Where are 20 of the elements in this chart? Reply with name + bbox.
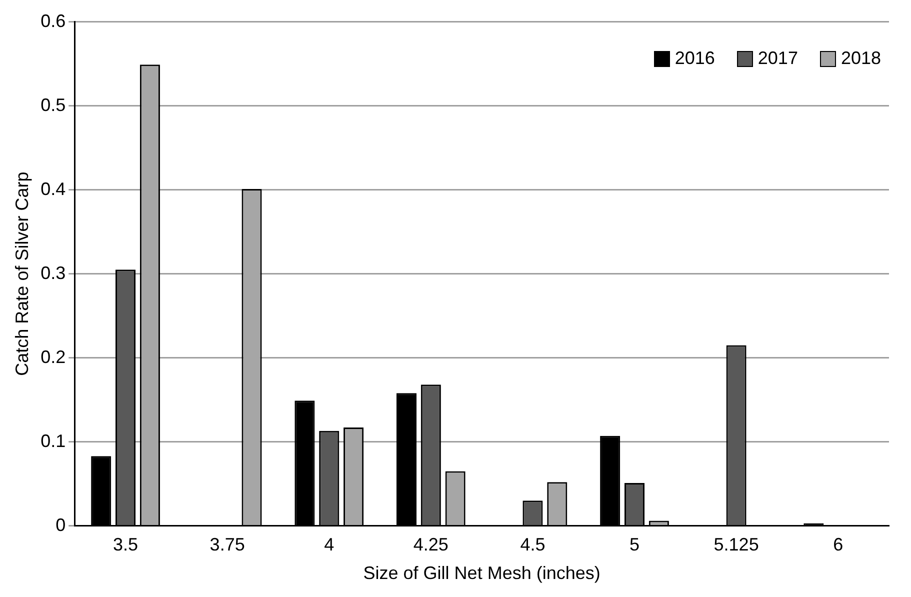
y-tick-label: 0.6 [40, 10, 66, 31]
x-tick-label: 3.5 [113, 534, 138, 555]
legend-label: 2016 [674, 48, 715, 69]
legend-label: 2017 [758, 48, 798, 69]
x-tick-label: 4.5 [520, 534, 546, 555]
y-axis-title: Catch Rate of Silver Carp [12, 172, 32, 376]
y-tick-label: 0.1 [40, 430, 66, 451]
y-tick-label: 0.5 [40, 94, 66, 115]
y-tick-label: 0 [56, 514, 66, 535]
y-tick-label: 0.2 [40, 346, 66, 367]
x-tick-label: 3.75 [210, 534, 245, 555]
x-tick-label: 5.125 [714, 534, 759, 555]
x-tick-label: 4 [324, 534, 334, 555]
y-tick-label: 0.3 [40, 262, 66, 283]
x-tick-label: 5 [630, 534, 640, 555]
legend-label: 2018 [840, 48, 881, 69]
x-tick-label: 6 [833, 534, 844, 555]
x-axis-title: Size of Gill Net Mesh (inches) [363, 563, 600, 584]
x-tick-label: 4.25 [413, 534, 448, 555]
y-tick-label: 0.4 [40, 178, 66, 199]
